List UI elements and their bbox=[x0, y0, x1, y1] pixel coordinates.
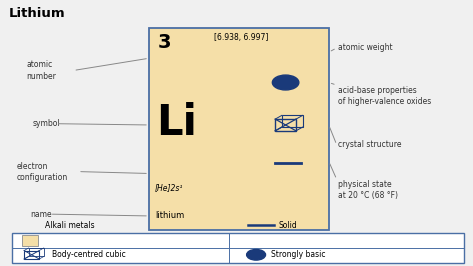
Text: atomic weight: atomic weight bbox=[338, 43, 393, 52]
Text: [He]2s¹: [He]2s¹ bbox=[155, 183, 184, 192]
Text: Li: Li bbox=[156, 102, 197, 144]
FancyBboxPatch shape bbox=[22, 235, 38, 246]
Text: Alkali metals: Alkali metals bbox=[45, 221, 95, 230]
Circle shape bbox=[246, 250, 265, 260]
Text: name: name bbox=[31, 210, 53, 219]
Text: [6.938, 6.997]: [6.938, 6.997] bbox=[214, 33, 268, 42]
Text: 3: 3 bbox=[158, 33, 171, 52]
Text: Body-centred cubic: Body-centred cubic bbox=[53, 250, 126, 259]
Text: symbol: symbol bbox=[32, 119, 60, 128]
Text: lithium: lithium bbox=[155, 211, 184, 221]
Text: Strongly basic: Strongly basic bbox=[271, 250, 326, 259]
Text: Lithium: Lithium bbox=[9, 7, 65, 20]
FancyBboxPatch shape bbox=[12, 233, 464, 263]
Text: electron
configuration: electron configuration bbox=[17, 161, 68, 182]
Text: atomic
number: atomic number bbox=[26, 60, 56, 81]
Text: physical state
at 20 °C (68 °F): physical state at 20 °C (68 °F) bbox=[338, 180, 398, 200]
Text: Solid: Solid bbox=[278, 221, 297, 230]
Circle shape bbox=[272, 75, 299, 90]
FancyBboxPatch shape bbox=[149, 28, 329, 230]
Text: acid-base properties
of higher-valence oxides: acid-base properties of higher-valence o… bbox=[338, 86, 431, 106]
Text: crystal structure: crystal structure bbox=[338, 140, 402, 149]
